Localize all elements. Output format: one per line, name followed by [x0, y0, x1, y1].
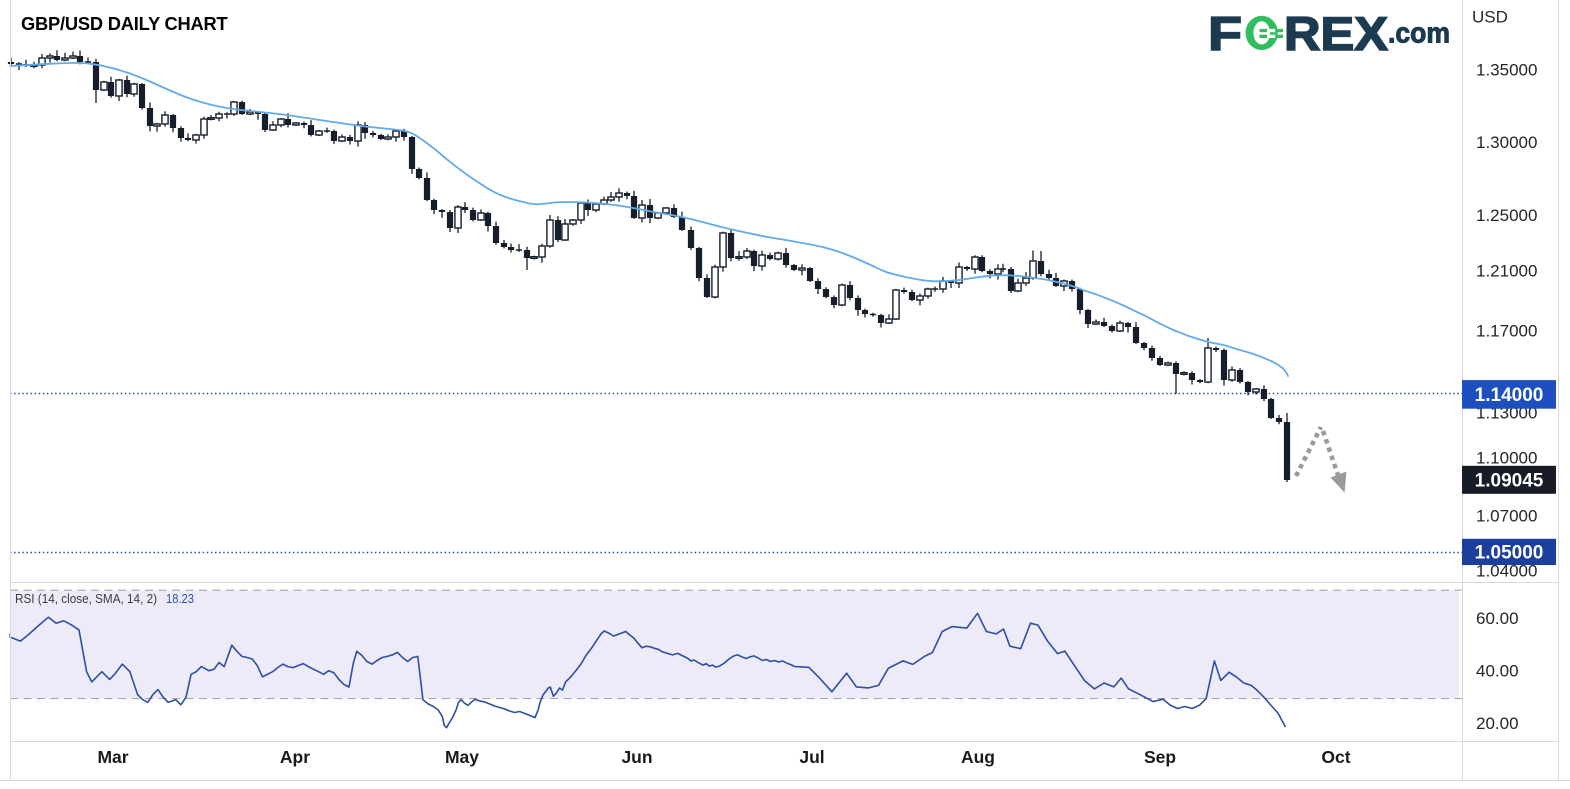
svg-text:Aug: Aug — [961, 747, 995, 767]
svg-text:May: May — [445, 747, 479, 767]
svg-text:1.14000: 1.14000 — [1475, 385, 1544, 406]
svg-text:USD: USD — [1472, 8, 1508, 27]
svg-text:.com: .com — [1388, 18, 1450, 50]
svg-text:1.07000: 1.07000 — [1476, 507, 1537, 526]
svg-text:18.23: 18.23 — [166, 591, 194, 606]
svg-text:1.25000: 1.25000 — [1476, 206, 1537, 225]
svg-text:1.35000: 1.35000 — [1476, 61, 1537, 80]
svg-text:1.30000: 1.30000 — [1476, 133, 1537, 152]
svg-text:RSI (14, close, SMA, 14, 2): RSI (14, close, SMA, 14, 2) — [15, 591, 157, 606]
svg-text:1.05000: 1.05000 — [1475, 543, 1544, 564]
svg-text:1.10000: 1.10000 — [1476, 449, 1537, 468]
svg-text:60.00: 60.00 — [1476, 609, 1519, 628]
svg-text:1.04000: 1.04000 — [1476, 561, 1537, 580]
svg-text:1.17000: 1.17000 — [1476, 322, 1537, 341]
svg-text:GBP/USD DAILY CHART: GBP/USD DAILY CHART — [21, 13, 227, 34]
svg-text:Sep: Sep — [1144, 747, 1176, 767]
svg-text:Jul: Jul — [799, 747, 824, 767]
svg-text:1.21000: 1.21000 — [1476, 262, 1537, 281]
svg-text:REX: REX — [1284, 7, 1388, 60]
svg-text:Jun: Jun — [621, 747, 652, 767]
svg-text:F: F — [1208, 7, 1242, 60]
svg-text:Oct: Oct — [1321, 747, 1350, 767]
svg-text:20.00: 20.00 — [1476, 714, 1519, 733]
svg-text:Apr: Apr — [280, 747, 310, 767]
svg-text:Mar: Mar — [97, 747, 128, 767]
svg-text:1.09045: 1.09045 — [1475, 471, 1544, 492]
svg-text:40.00: 40.00 — [1476, 662, 1519, 681]
